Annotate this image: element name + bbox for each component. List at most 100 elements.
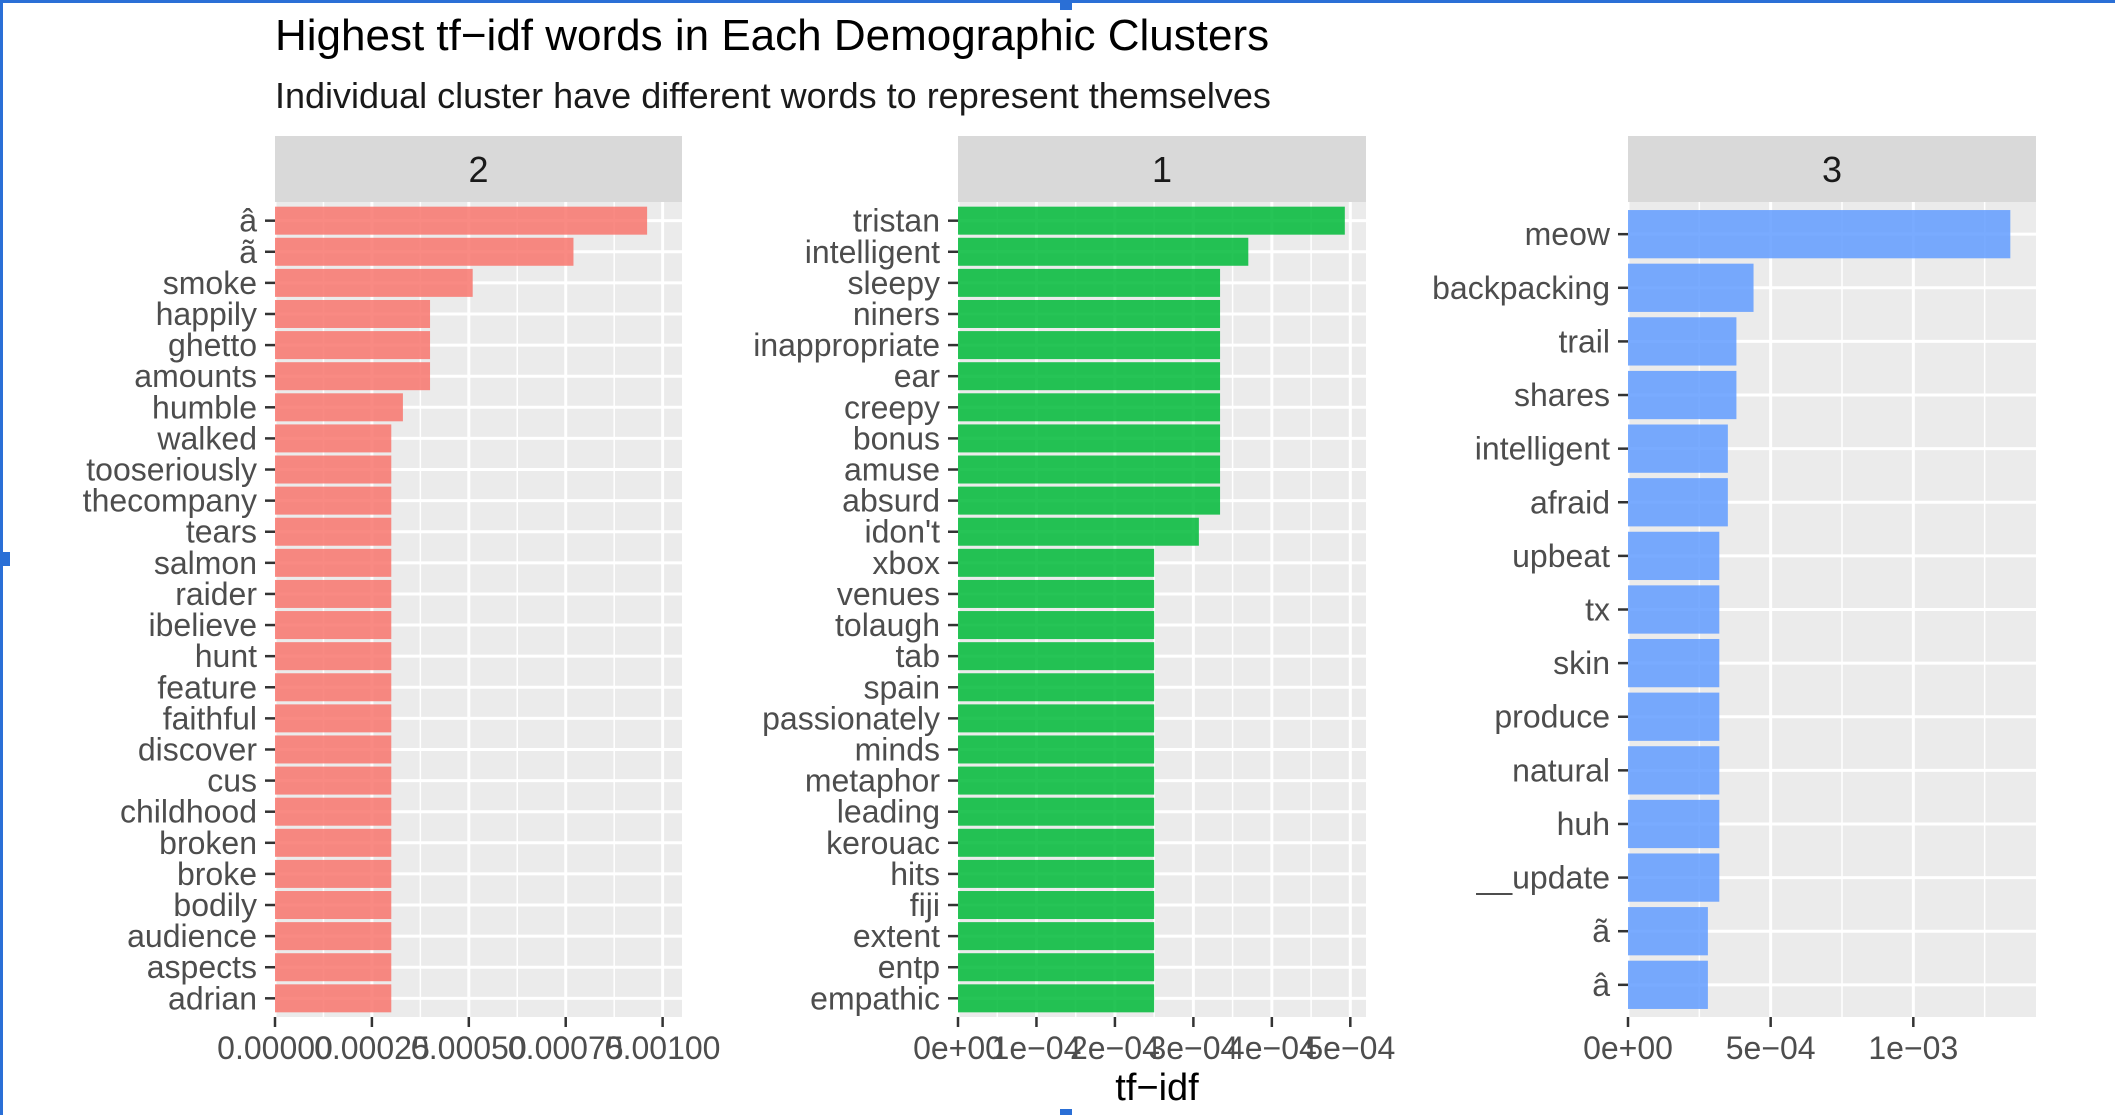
y-tick-label: shares — [1514, 377, 1610, 413]
y-tick-label: meow — [1525, 216, 1611, 252]
bar — [958, 922, 1155, 951]
y-tick-label: tx — [1585, 592, 1610, 628]
y-tick-label: ã — [1592, 913, 1610, 949]
bar — [275, 237, 574, 266]
bar — [1628, 317, 1737, 366]
x-tick-label: 5e−04 — [1305, 1030, 1395, 1066]
bar — [1628, 263, 1754, 312]
bar — [275, 455, 392, 484]
bar — [1628, 585, 1720, 634]
bar — [275, 299, 431, 328]
selection-handle-left[interactable] — [0, 552, 10, 566]
y-tick-label: leading — [837, 794, 940, 830]
bar — [958, 891, 1155, 920]
y-tick-label: upbeat — [1512, 538, 1610, 574]
y-tick-label: trail — [1558, 323, 1610, 359]
y-tick-label: __update — [1476, 860, 1610, 896]
y-tick-label: entp — [878, 949, 940, 985]
y-tick-label: tristan — [853, 203, 940, 239]
bar — [275, 331, 431, 360]
y-tick-label: passionately — [762, 700, 940, 736]
bar — [275, 517, 392, 546]
bar — [275, 393, 403, 422]
bar — [275, 828, 392, 857]
bar — [958, 424, 1221, 453]
bar — [958, 362, 1221, 391]
y-tick-label: feature — [157, 669, 257, 705]
bar — [275, 579, 392, 608]
bar — [958, 268, 1221, 297]
bar — [958, 237, 1249, 266]
panel-strip-label: 2 — [468, 149, 488, 190]
panel-strip — [958, 136, 1366, 202]
y-tick-label: absurd — [842, 483, 940, 519]
panel-strip — [1628, 136, 2036, 202]
y-tick-label: spain — [864, 669, 941, 705]
selection-handle-top[interactable] — [1060, 0, 1072, 10]
panel-1: 1 tristanintelligentsleepyninersinappropr… — [753, 136, 1395, 1066]
bar — [275, 735, 392, 764]
y-tick-label: produce — [1494, 699, 1610, 735]
y-tick-label: bonus — [853, 420, 940, 456]
bar — [275, 362, 431, 391]
y-tick-label: skin — [1553, 645, 1610, 681]
x-tick-label: 4e−04 — [1227, 1030, 1317, 1066]
x-tick-label: 0.00025 — [314, 1030, 430, 1066]
y-tick-label: tolaugh — [835, 607, 940, 643]
y-tick-label: xbox — [872, 545, 940, 581]
x-tick-label: 0.00050 — [411, 1030, 527, 1066]
y-tick-label: minds — [855, 731, 940, 767]
y-tick-label: tab — [896, 638, 940, 674]
y-tick-label: sleepy — [848, 265, 941, 301]
bar — [1628, 853, 1720, 902]
y-tick-label: fiji — [910, 887, 940, 923]
panel-strip-label: 1 — [1152, 149, 1172, 190]
x-tick-label: 0.00100 — [605, 1030, 721, 1066]
bar — [958, 735, 1155, 764]
bar — [958, 206, 1345, 235]
panel-strip — [275, 136, 682, 202]
y-tick-label: kerouac — [826, 825, 940, 861]
y-tick-label: salmon — [154, 545, 257, 581]
y-tick-label: discover — [138, 731, 258, 767]
bar — [958, 766, 1155, 795]
bar — [275, 891, 392, 920]
y-tick-label: backpacking — [1432, 270, 1610, 306]
y-tick-label: raider — [175, 576, 257, 612]
bar — [275, 797, 392, 826]
bar — [958, 393, 1221, 422]
bar — [958, 642, 1155, 671]
selection-handle-bottom[interactable] — [1060, 1109, 1072, 1115]
y-tick-label: â — [239, 203, 257, 239]
y-tick-label: audience — [127, 918, 257, 954]
selection-frame-top — [0, 0, 2115, 3]
y-tick-label: afraid — [1530, 484, 1610, 520]
chart-title: Highest tf−idf words in Each Demographic… — [275, 11, 1269, 60]
y-tick-label: amuse — [844, 452, 940, 488]
y-tick-label: hunt — [195, 638, 257, 674]
bar — [958, 953, 1155, 982]
y-tick-label: cus — [207, 763, 257, 799]
y-tick-label: â — [1592, 967, 1610, 1003]
bar — [275, 486, 392, 515]
y-tick-label: ear — [894, 358, 941, 394]
bar — [958, 579, 1155, 608]
bar — [958, 486, 1221, 515]
y-tick-label: bodily — [173, 887, 257, 923]
y-tick-label: tooseriously — [86, 452, 257, 488]
y-tick-label: natural — [1512, 752, 1610, 788]
y-tick-label: faithful — [163, 700, 257, 736]
bar — [1628, 531, 1720, 581]
bar — [958, 704, 1155, 733]
bar — [1628, 907, 1708, 956]
bar — [275, 766, 392, 795]
y-tick-label: thecompany — [83, 483, 257, 519]
bar — [1628, 370, 1737, 420]
bar — [275, 984, 392, 1013]
bar — [958, 984, 1155, 1013]
bar — [1628, 478, 1728, 527]
x-tick-label: 1e−03 — [1868, 1030, 1958, 1066]
x-tick-label: 5e−04 — [1726, 1030, 1816, 1066]
x-tick-label: 0.00075 — [508, 1030, 624, 1066]
